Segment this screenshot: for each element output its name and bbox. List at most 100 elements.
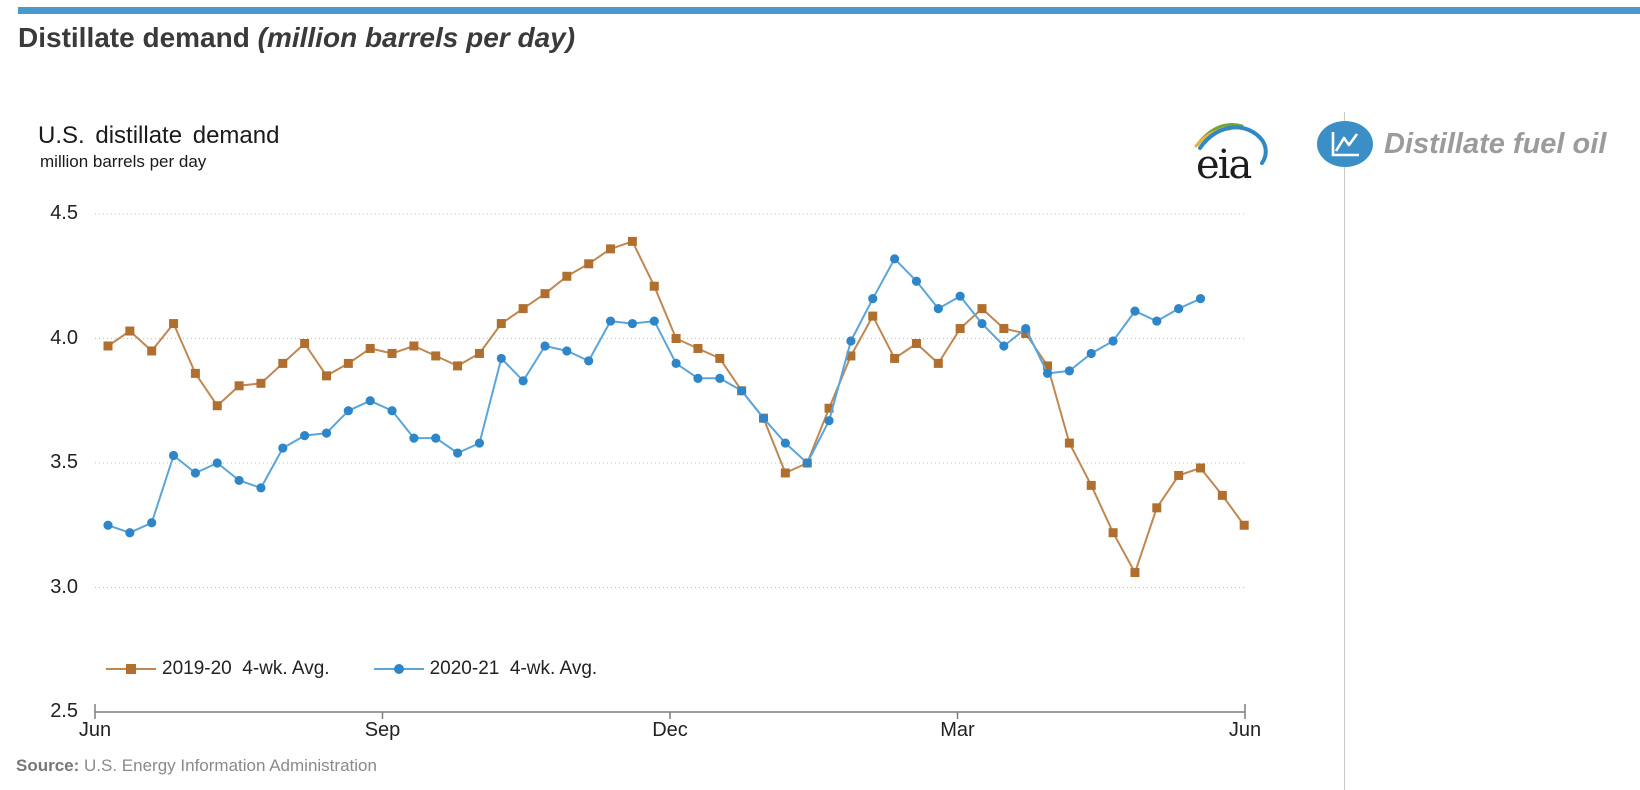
data-point-marker [147, 346, 157, 356]
data-point-marker [474, 348, 484, 358]
legend-marker-icon [373, 664, 424, 674]
data-point-marker [300, 338, 310, 348]
data-point-marker [1130, 568, 1140, 578]
source-line: Source: U.S. Energy Information Administ… [16, 756, 377, 776]
y-tick-label: 2.5 [50, 700, 78, 722]
data-point-marker [977, 304, 987, 314]
data-point-marker [999, 341, 1009, 351]
data-point-marker [1108, 336, 1118, 346]
x-tick-label: Jun [1228, 719, 1262, 741]
legend-item-1[interactable]: 2020-21 4-wk. Avg. [373, 658, 598, 680]
y-tick-label: 4.0 [50, 326, 78, 349]
data-point-marker [409, 341, 419, 351]
x-tick-label: Dec [652, 719, 688, 741]
data-point-marker [168, 450, 179, 461]
data-point-marker [933, 304, 943, 314]
line-chart-icon [1317, 121, 1373, 167]
data-point-marker [540, 341, 550, 351]
data-point-marker [256, 378, 266, 388]
eia-logo: eia [1190, 114, 1274, 194]
legend-label: 2020-21 4-wk. Avg. [429, 658, 598, 679]
data-point-marker [584, 356, 594, 366]
data-point-marker [715, 353, 725, 363]
data-point-marker [234, 475, 244, 486]
data-point-marker [606, 244, 616, 254]
data-point-marker [868, 294, 878, 304]
data-point-marker [584, 259, 594, 269]
data-point-marker [758, 413, 769, 423]
data-point-marker [649, 316, 659, 326]
data-point-marker [1196, 463, 1205, 473]
data-point-marker [868, 311, 878, 321]
data-point-marker [1174, 304, 1184, 314]
data-point-marker [300, 431, 310, 441]
data-point-marker [649, 281, 659, 291]
data-point-marker [387, 348, 397, 358]
data-point-marker [431, 351, 441, 361]
data-point-marker [518, 304, 528, 314]
legend-item-0[interactable]: 2019-20 4-wk. Avg. [106, 658, 330, 680]
data-point-marker [627, 236, 637, 246]
data-point-marker [1174, 470, 1184, 480]
data-point-marker [627, 318, 638, 329]
data-point-marker [278, 358, 288, 368]
data-point-marker [780, 438, 790, 448]
data-point-marker [322, 371, 331, 381]
data-point-marker [321, 428, 332, 438]
line-chart-plot [94, 213, 1249, 719]
data-point-marker [212, 458, 222, 468]
page-title-unit: (million barrels per day) [249, 22, 576, 53]
data-point-marker [1108, 528, 1118, 538]
data-point-marker [387, 406, 397, 416]
y-tick-label: 3.0 [50, 575, 78, 598]
data-point-marker [1021, 329, 1031, 339]
data-point-marker [1042, 368, 1053, 378]
page-title: Distillate demand (million barrels per d… [18, 22, 575, 54]
series-line-1 [107, 257, 1201, 534]
data-point-marker [453, 361, 463, 371]
data-point-marker [103, 341, 113, 351]
data-point-marker [190, 368, 200, 378]
data-point-marker [890, 353, 900, 363]
data-point-marker [911, 338, 921, 348]
nav-item-distillate-fuel-oil[interactable]: Distillate fuel oil [1316, 120, 1606, 168]
x-tick-label: Mar [940, 719, 975, 741]
data-point-marker [365, 343, 375, 353]
data-point-marker [190, 468, 200, 478]
data-point-marker [1064, 366, 1074, 376]
data-point-marker [933, 358, 943, 368]
data-point-marker [890, 254, 900, 264]
data-point-marker [562, 346, 572, 356]
data-point-marker [125, 528, 135, 538]
data-point-marker [409, 433, 419, 443]
data-point-marker [671, 334, 681, 343]
data-point-marker [846, 351, 856, 361]
data-point-marker [256, 483, 266, 493]
data-point-marker [125, 326, 135, 336]
data-point-marker [453, 448, 463, 458]
y-tick-label: 3.5 [50, 451, 78, 473]
data-point-marker [1152, 503, 1162, 513]
source-text: U.S. Energy Information Administration [79, 756, 377, 775]
data-point-marker [1130, 306, 1140, 316]
data-point-marker [1239, 520, 1249, 530]
data-point-marker [824, 403, 834, 413]
page-title-text: Distillate demand [18, 22, 250, 53]
data-point-marker [1021, 323, 1031, 334]
chart-legend: 2019-20 4-wk. Avg. 2020-21 4-wk. Avg. [106, 658, 597, 680]
data-point-marker [671, 358, 681, 368]
legend-label: 2019-20 4-wk. Avg. [162, 658, 330, 679]
data-point-marker [955, 291, 965, 301]
top-accent-bar [18, 7, 1640, 14]
legend-marker-icon [106, 664, 156, 674]
data-point-marker [977, 318, 987, 329]
eia-logo-text: eia [1196, 142, 1251, 188]
data-point-marker [605, 316, 616, 326]
data-point-marker [1195, 294, 1206, 304]
data-point-marker [496, 353, 506, 364]
x-tick-label: Jun [78, 719, 112, 741]
data-point-marker [1086, 480, 1096, 490]
eia-logo-icon: eia [1194, 122, 1268, 188]
data-point-marker [1043, 361, 1053, 371]
chart-subtitle: million barrels per day [40, 152, 207, 171]
